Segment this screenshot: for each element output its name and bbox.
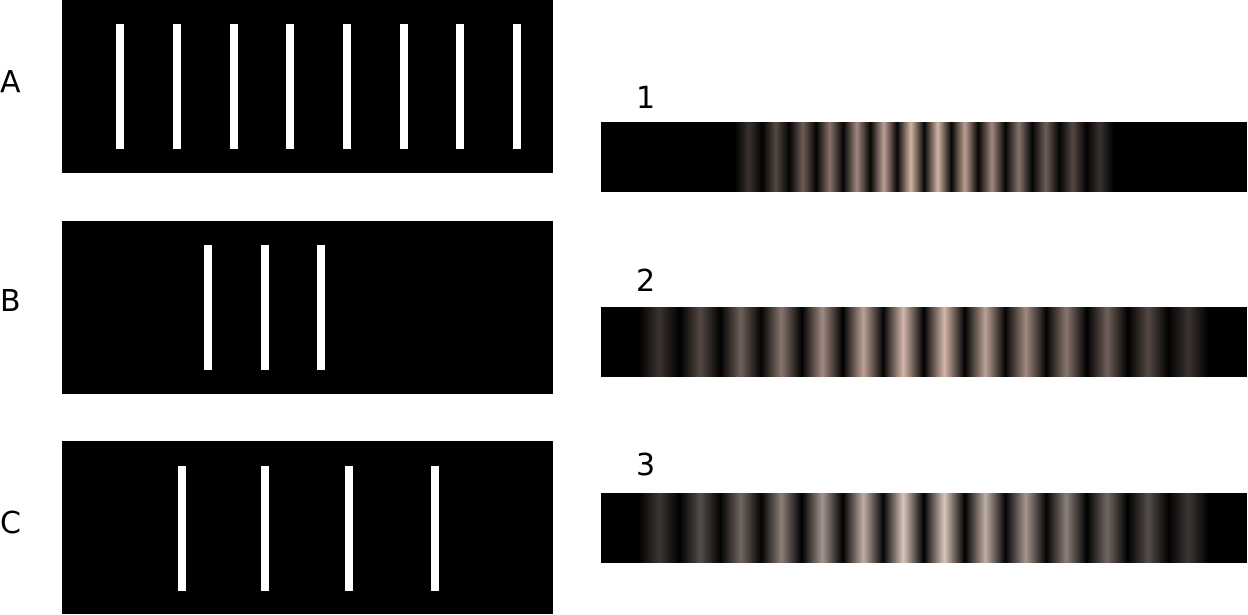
fringe <box>1168 307 1210 377</box>
slit <box>116 24 124 149</box>
pattern-label-1: 1 <box>636 81 656 116</box>
slit <box>513 24 521 149</box>
slit <box>230 24 238 149</box>
pattern-strip-3 <box>601 493 1247 563</box>
fringe <box>883 493 925 563</box>
fringe <box>761 307 803 377</box>
slit <box>345 466 353 591</box>
fringe <box>924 122 952 192</box>
pattern-strip-1 <box>601 122 1247 192</box>
fringe <box>870 122 898 192</box>
fringe <box>1059 122 1087 192</box>
fringe <box>762 122 790 192</box>
fringe <box>842 307 884 377</box>
fringe <box>951 122 979 192</box>
fringe <box>1086 122 1114 192</box>
panel-label-a: A <box>0 65 21 100</box>
slit-panel-a <box>62 0 553 173</box>
fringe <box>1032 122 1060 192</box>
slit <box>456 24 464 149</box>
slit <box>400 24 408 149</box>
fringe <box>1168 493 1210 563</box>
slit-panel-b <box>62 221 553 394</box>
fringe <box>679 307 721 377</box>
fringe <box>1127 307 1169 377</box>
fringe <box>816 122 844 192</box>
slit <box>343 24 351 149</box>
fringe <box>735 122 763 192</box>
fringe <box>801 307 844 377</box>
fringe <box>897 122 925 192</box>
slit <box>204 245 212 370</box>
fringe <box>1005 493 1047 563</box>
fringe <box>1005 122 1033 192</box>
fringe <box>883 307 925 377</box>
pattern-label-3: 3 <box>636 448 656 483</box>
fringe <box>720 493 762 563</box>
pattern-label-2: 2 <box>636 264 656 299</box>
fringe <box>789 122 817 192</box>
fringe <box>801 493 844 563</box>
fringe <box>720 307 762 377</box>
slit <box>317 245 325 370</box>
slit <box>261 466 269 591</box>
fringe <box>1005 307 1047 377</box>
fringe <box>1046 307 1088 377</box>
fringe <box>1046 493 1088 563</box>
fringe <box>964 307 1006 377</box>
slit <box>261 245 269 370</box>
fringe <box>1127 493 1169 563</box>
fringe <box>978 122 1006 192</box>
fringe <box>1086 493 1129 563</box>
panel-label-b: B <box>0 284 21 319</box>
slit-panel-c <box>62 441 553 614</box>
pattern-strip-2 <box>601 307 1247 377</box>
fringe <box>679 493 721 563</box>
fringe <box>843 122 871 192</box>
slit <box>431 466 439 591</box>
fringe <box>639 307 681 377</box>
fringe <box>761 493 803 563</box>
fringe <box>924 493 966 563</box>
fringe <box>1086 307 1129 377</box>
fringe <box>639 493 681 563</box>
panel-label-c: C <box>0 506 21 541</box>
slit <box>286 24 294 149</box>
slit <box>173 24 181 149</box>
fringe <box>964 493 1006 563</box>
fringe <box>924 307 966 377</box>
fringe <box>842 493 884 563</box>
slit <box>178 466 186 591</box>
